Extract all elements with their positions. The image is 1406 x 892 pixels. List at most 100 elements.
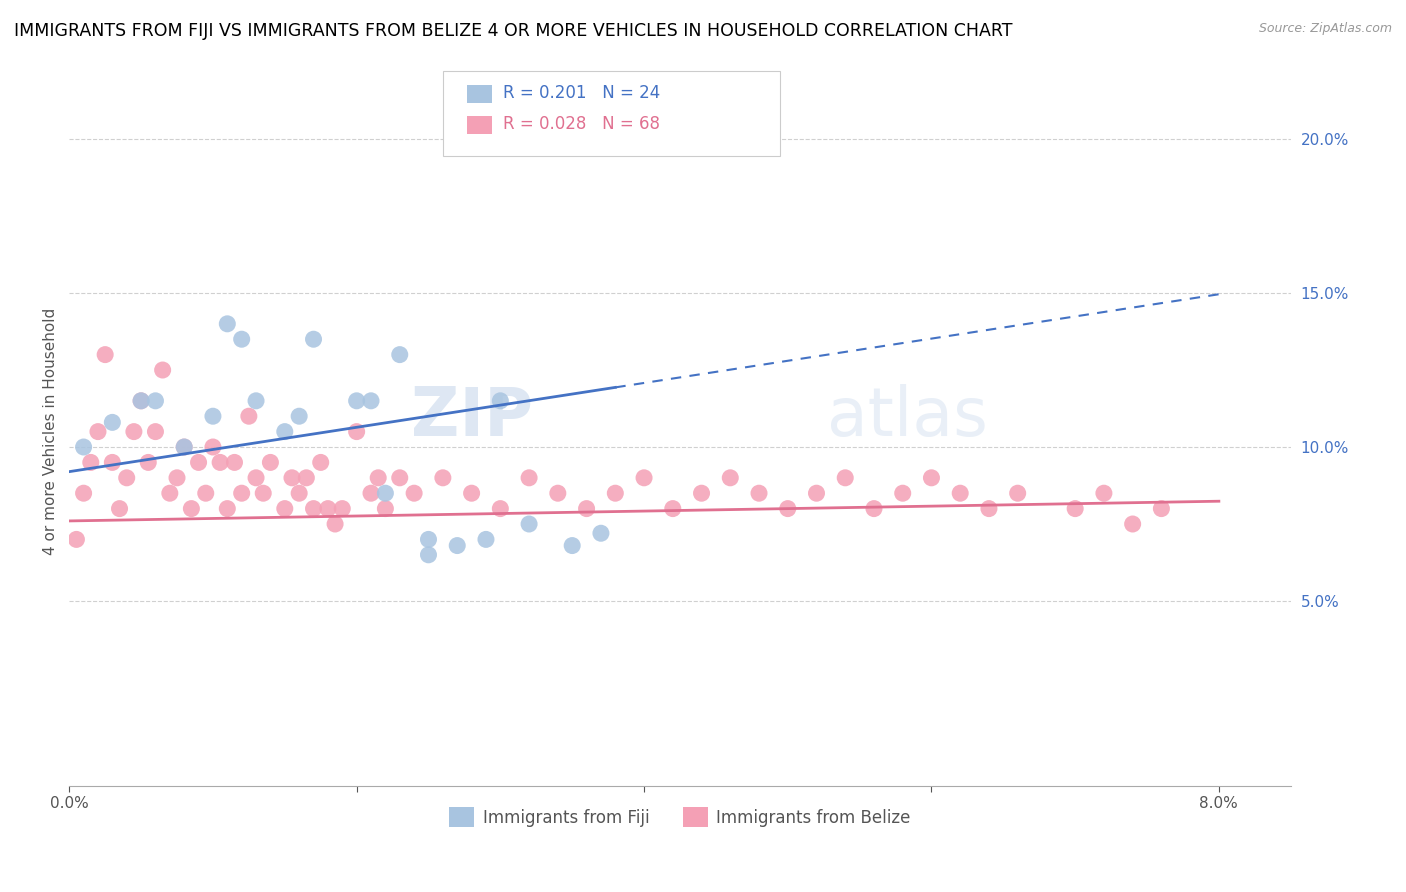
Text: R = 0.201   N = 24: R = 0.201 N = 24 [503, 84, 661, 102]
Point [561, 539, 583, 553]
Point [217, 501, 239, 516]
Point [281, 471, 304, 485]
Y-axis label: 4 or more Vehicles in Household: 4 or more Vehicles in Household [44, 308, 58, 555]
Point [87, 425, 110, 439]
Legend: Immigrants from Fiji, Immigrants from Belize: Immigrants from Fiji, Immigrants from Be… [443, 800, 917, 834]
Point [330, 501, 353, 516]
Point [418, 533, 440, 547]
Point [575, 501, 598, 516]
Point [274, 501, 297, 516]
Point [323, 516, 346, 531]
Point [309, 455, 332, 469]
Point [806, 486, 828, 500]
Point [418, 548, 440, 562]
Point [259, 455, 281, 469]
Point [72, 486, 94, 500]
Point [432, 471, 454, 485]
Point [1150, 501, 1173, 516]
Point [662, 501, 685, 516]
Point [136, 455, 159, 469]
Point [1092, 486, 1115, 500]
Point [194, 486, 217, 500]
Point [152, 363, 174, 377]
Point [475, 533, 498, 547]
Point [489, 501, 512, 516]
Point [346, 393, 368, 408]
Point [367, 471, 389, 485]
Point [80, 455, 103, 469]
Point [245, 471, 267, 485]
Point [718, 471, 741, 485]
Point [101, 416, 124, 430]
Point [122, 425, 145, 439]
Point [920, 471, 942, 485]
Point [1064, 501, 1087, 516]
Point [748, 486, 770, 500]
Point [302, 332, 325, 346]
Point [187, 455, 209, 469]
Text: ZIP: ZIP [412, 384, 533, 450]
Point [360, 393, 382, 408]
Point [690, 486, 713, 500]
Point [360, 486, 382, 500]
Point [316, 501, 339, 516]
Point [173, 440, 195, 454]
Point [288, 486, 311, 500]
Point [1122, 516, 1144, 531]
Point [302, 501, 325, 516]
Point [65, 533, 87, 547]
Point [605, 486, 627, 500]
Point [776, 501, 799, 516]
Point [834, 471, 856, 485]
Point [517, 471, 540, 485]
Point [180, 501, 202, 516]
Point [633, 471, 655, 485]
Point [166, 471, 188, 485]
Point [201, 409, 224, 424]
Point [129, 393, 152, 408]
Point [129, 393, 152, 408]
Point [891, 486, 914, 500]
Text: Source: ZipAtlas.com: Source: ZipAtlas.com [1258, 22, 1392, 36]
Point [589, 526, 612, 541]
Point [374, 501, 396, 516]
Point [173, 440, 195, 454]
Point [388, 471, 411, 485]
Point [547, 486, 569, 500]
Point [404, 486, 426, 500]
Point [231, 332, 253, 346]
Point [209, 455, 232, 469]
Point [245, 393, 267, 408]
Point [238, 409, 260, 424]
Point [374, 486, 396, 500]
Text: atlas: atlas [827, 384, 987, 450]
Point [231, 486, 253, 500]
Text: R = 0.028   N = 68: R = 0.028 N = 68 [503, 115, 661, 133]
Point [108, 501, 131, 516]
Point [145, 393, 167, 408]
Point [1007, 486, 1029, 500]
Text: IMMIGRANTS FROM FIJI VS IMMIGRANTS FROM BELIZE 4 OR MORE VEHICLES IN HOUSEHOLD C: IMMIGRANTS FROM FIJI VS IMMIGRANTS FROM … [14, 22, 1012, 40]
Point [217, 317, 239, 331]
Point [159, 486, 181, 500]
Point [388, 348, 411, 362]
Point [489, 393, 512, 408]
Point [977, 501, 1000, 516]
Point [72, 440, 94, 454]
Point [460, 486, 482, 500]
Point [288, 409, 311, 424]
Point [201, 440, 224, 454]
Point [115, 471, 138, 485]
Point [252, 486, 274, 500]
Point [295, 471, 318, 485]
Point [94, 348, 117, 362]
Point [145, 425, 167, 439]
Point [224, 455, 246, 469]
Point [446, 539, 468, 553]
Point [346, 425, 368, 439]
Point [949, 486, 972, 500]
Point [863, 501, 886, 516]
Point [517, 516, 540, 531]
Point [274, 425, 297, 439]
Point [101, 455, 124, 469]
